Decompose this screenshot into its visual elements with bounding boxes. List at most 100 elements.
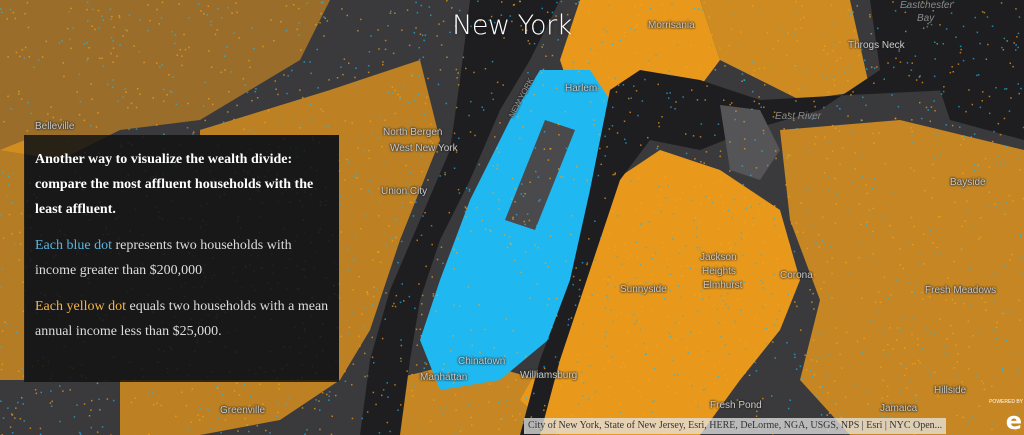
household-dot [911,119,913,121]
household-dot [603,100,605,103]
household-dot [959,288,961,290]
household-dot [464,206,467,208]
map-attribution[interactable]: City of New York, State of New Jersey, E… [524,418,947,434]
household-dot [1011,253,1013,256]
household-dot [572,109,574,111]
household-dot [12,172,15,175]
household-dot [677,374,679,376]
household-dot [262,403,264,405]
household-dot [242,78,245,80]
household-dot [961,381,963,383]
household-dot [793,353,796,356]
household-dot [238,37,240,39]
household-dot [645,353,647,355]
household-dot [658,122,660,124]
household-dot [794,301,796,303]
household-dot [445,266,447,269]
household-dot [603,367,605,370]
household-dot [347,250,349,252]
household-dot [886,385,889,388]
household-dot [392,92,394,94]
household-dot [570,115,572,118]
household-dot [199,407,202,410]
household-dot [892,348,894,350]
household-dot [978,238,980,240]
household-dot [897,105,900,108]
household-dot [373,362,375,364]
household-dot [615,91,618,93]
household-dot [19,231,21,234]
household-dot [540,30,542,32]
household-dot [436,294,438,297]
household-dot [560,374,563,376]
household-dot [8,184,10,186]
household-dot [937,395,939,398]
household-dot [972,335,974,337]
esri-logo[interactable]: e [1005,407,1022,435]
household-dot [1008,194,1011,197]
household-dot [465,215,467,218]
household-dot [876,66,878,68]
household-dot [352,289,354,291]
household-dot [727,307,730,309]
household-dot [3,121,5,123]
household-dot [373,286,375,288]
household-dot [746,233,748,235]
household-dot [1019,257,1022,259]
household-dot [589,364,592,367]
household-dot [133,45,135,47]
household-dot [796,231,798,233]
household-dot [599,147,601,150]
household-dot [861,119,863,122]
household-dot [692,135,695,137]
household-dot [962,138,965,140]
household-dot [206,14,209,16]
household-dot [676,199,679,201]
household-dot [914,291,916,294]
household-dot [689,331,692,333]
household-dot [786,154,788,156]
household-dot [588,11,591,14]
household-dot [812,224,814,227]
household-dot [587,398,590,401]
household-dot [562,179,564,181]
household-dot [606,345,609,348]
map-label: Corona [780,270,813,281]
household-dot [622,362,625,365]
household-dot [775,157,777,160]
household-dot [1009,259,1011,261]
household-dot [424,212,426,214]
household-dot [761,150,763,152]
household-dot [702,351,704,353]
household-dot [939,318,941,320]
household-dot [443,363,445,365]
household-dot [744,221,746,223]
household-dot [542,43,545,46]
household-dot [351,122,353,124]
household-dot [395,218,397,221]
household-dot [827,354,830,356]
household-dot [802,231,805,234]
household-dot [368,149,370,152]
household-dot [877,27,879,30]
household-dot [752,74,754,76]
household-dot [645,246,647,249]
household-dot [919,101,921,104]
household-dot [897,375,899,377]
household-dot [910,167,912,169]
household-dot [318,400,320,402]
household-dot [939,153,941,156]
household-dot [62,390,64,392]
household-dot [384,318,386,320]
household-dot [886,353,888,356]
household-dot [497,401,499,404]
household-dot [368,51,371,53]
household-dot [228,90,230,93]
household-dot [607,395,609,397]
panel-lead-text: Another way to visualize the wealth divi… [35,152,314,217]
household-dot [389,430,391,433]
household-dot [549,235,552,237]
household-dot [1010,97,1012,99]
household-dot [708,266,710,268]
household-dot [83,119,86,122]
